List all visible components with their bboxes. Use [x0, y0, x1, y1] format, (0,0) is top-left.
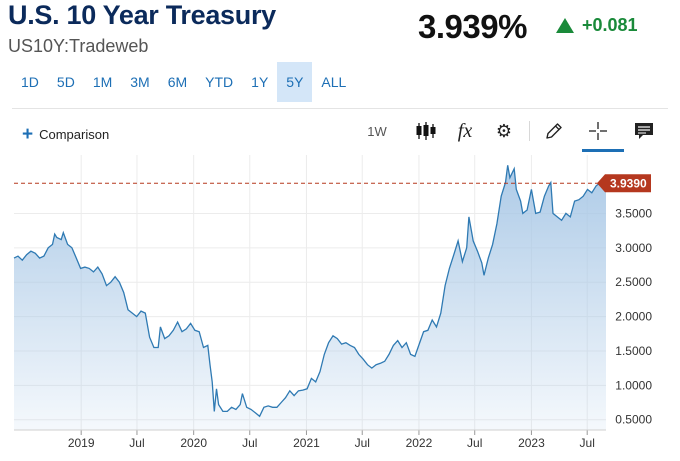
price-change: +0.081 [556, 15, 638, 36]
x-tick-label: Jul [242, 436, 257, 450]
gear-icon[interactable]: ⚙ [495, 120, 513, 141]
x-tick-label: Jul [580, 436, 595, 450]
range-3m[interactable]: 3M [130, 74, 150, 90]
range-5d[interactable]: 5D [56, 74, 75, 90]
y-tick-label: 3.5000 [615, 206, 652, 220]
x-tick-label: 2023 [518, 436, 545, 450]
x-tick-label: 2019 [68, 436, 95, 450]
series-area [14, 165, 606, 431]
comparison-label: Comparison [39, 127, 110, 142]
page-title: U.S. 10 Year Treasury [8, 0, 276, 30]
y-tick-label: 3.0000 [615, 241, 652, 255]
y-axis: 0.5000 1.0000 1.5000 2.0000 2.5000 3.0000 3.50… [615, 206, 652, 426]
price-chart[interactable]: 3.9390 0.5000 1.0000 1.5000 2.0000 2.5000 3.0… [0, 150, 680, 461]
current-price: 3.939% [418, 8, 527, 45]
last-price-badge: 3.9390 [597, 174, 651, 193]
range-ytd[interactable]: YTD [205, 74, 234, 90]
plus-icon: + [22, 123, 34, 145]
range-all[interactable]: ALL [321, 74, 347, 90]
function-label: fx [457, 119, 473, 142]
function-icon[interactable]: fx [449, 116, 481, 146]
ticker-symbol: US10Y:Tradeweb [8, 36, 149, 56]
toolbar-divider [529, 121, 530, 141]
range-6m[interactable]: 6M [167, 74, 188, 90]
range-1m[interactable]: 1M [92, 74, 113, 90]
x-tick-label: Jul [355, 436, 370, 450]
x-tick-label: 2022 [406, 436, 433, 450]
range-1y[interactable]: 1Y [251, 74, 269, 90]
divider [12, 108, 668, 109]
add-comparison-button[interactable]: + Comparison [22, 123, 110, 145]
x-tick-label: Jul [467, 436, 482, 450]
triangle-up-icon [556, 18, 574, 33]
active-tool-indicator [582, 149, 624, 152]
y-tick-label: 1.0000 [615, 378, 652, 392]
price-change-value: +0.081 [582, 15, 638, 35]
candlestick-icon[interactable] [412, 116, 440, 146]
interval-selector[interactable]: 1W [367, 123, 387, 139]
range-1d[interactable]: 1D [21, 74, 39, 90]
series-line [13, 165, 607, 418]
y-tick-label: 2.0000 [615, 310, 652, 324]
x-tick-label: 2021 [293, 436, 320, 450]
x-axis: 2019 Jul 2020 Jul 2021 Jul 2022 Jul 2023 Jul [14, 429, 606, 450]
pencil-icon[interactable] [540, 116, 568, 146]
comment-icon[interactable] [630, 116, 658, 146]
x-tick-label: Jul [129, 436, 144, 450]
y-tick-label: 0.5000 [615, 413, 652, 427]
time-range-selector: 1D 5D 1M 3M 6M YTD 1Y 5Y ALL [12, 62, 355, 102]
y-tick-label: 2.5000 [615, 275, 652, 289]
x-tick-label: 2020 [180, 436, 207, 450]
crosshair-icon[interactable] [584, 116, 612, 146]
y-tick-label: 1.5000 [615, 344, 652, 358]
range-5y[interactable]: 5Y [277, 62, 313, 102]
last-price-label: 3.9390 [610, 176, 647, 190]
